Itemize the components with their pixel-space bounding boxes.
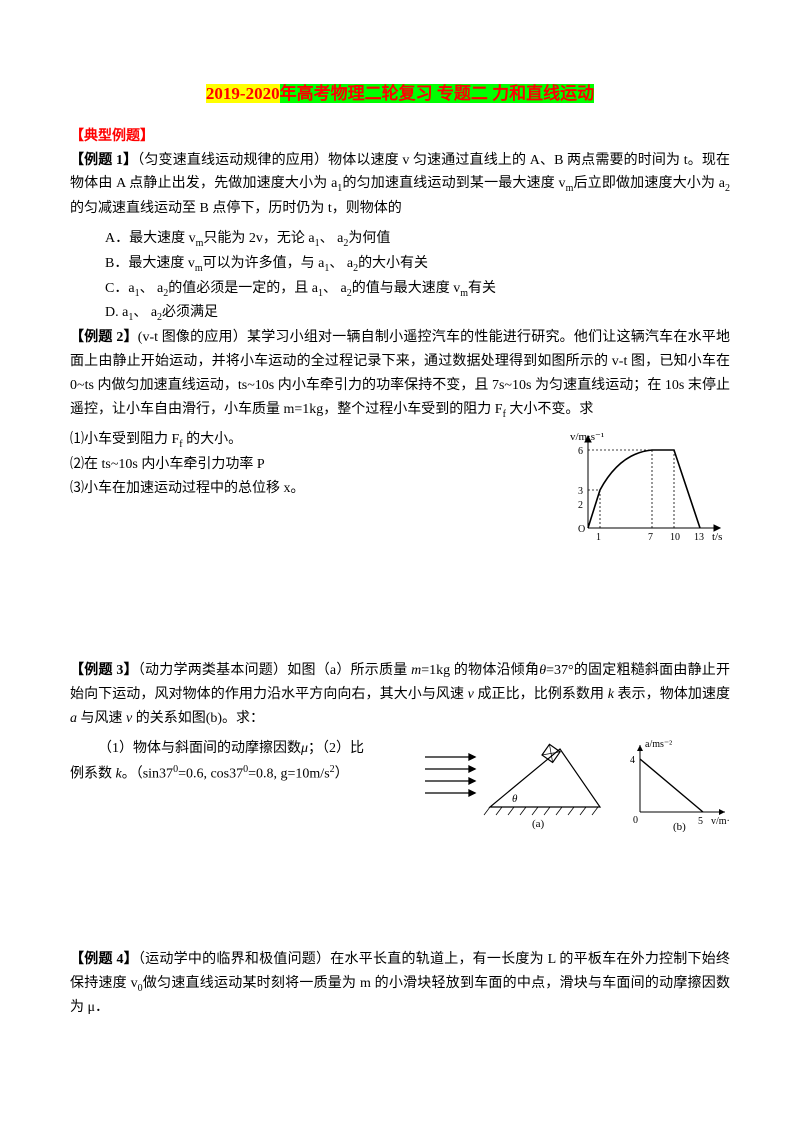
svg-text:10: 10 [670,532,680,543]
p3q2b: 。（sin37 [122,766,173,781]
svg-text:O: O [578,524,585,535]
p3t1d: 成正比，比例系数用 [474,687,608,702]
p1-t4: 的匀减速直线运动至 B 点停下，历时仍为 t，则物体的 [70,201,402,216]
p3t1e: 表示，物体加速度 [614,687,730,702]
svg-text:3: 3 [578,486,583,497]
optD-1: D. a [105,305,128,320]
svg-text:(b): (b) [673,821,686,832]
p1-t3: 后立即做加速度大小为 a [573,176,725,191]
optB-sub: m [195,263,203,274]
optB-2: 可以为许多值，与 a [203,256,325,271]
optA-2: 只能为 2v，无论 a [203,231,314,246]
optC-2: 、 a [140,281,164,296]
p3q2d: =0.8, g=10m/s [248,766,330,781]
p3m: m [411,663,421,678]
optD-2: 、 a [133,305,157,320]
optB-3: 、 a [329,256,353,271]
svg-text:θ: θ [512,793,518,805]
svg-text:6: 6 [578,446,583,457]
svg-text:5: 5 [698,816,703,827]
problem-4-label: 【例题 4】 [70,952,138,967]
optC-6: 有关 [468,281,496,296]
optC-sub5: m [460,287,468,298]
optB-1: B．最大速度 v [105,256,195,271]
p3t1f: 与风速 [77,711,126,726]
problem-3: 【例题 3】（动力学两类基本问题）如图（a）所示质量 m=1kg 的物体沿倾角θ… [70,659,730,730]
p3q2c: =0.6, cos37 [178,766,243,781]
svg-text:(a): (a) [532,818,545,830]
title-highlight-1: 2019-2020 [206,84,280,103]
svg-text:13: 13 [694,532,704,543]
vt-chart: v/m·s⁻¹ t/s O 6 3 2 1 7 10 13 [570,428,730,543]
p2q1b: 的大小。 [183,432,243,447]
optA-4: 为何值 [348,231,390,246]
option-c: C．a1、 a2的值必须是一定的，且 a1、 a2的值与最大速度 vm有关 [105,277,730,302]
optC-4: 、 a [323,281,347,296]
optC-1: C．a [105,281,135,296]
page-title: 2019-2020年高考物理二轮复习 专题二 力和直线运动 [70,80,730,109]
svg-text:7: 7 [648,532,653,543]
problem-2-label: 【例题 2】 [70,330,138,345]
svg-text:2: 2 [578,500,583,511]
option-b: B．最大速度 vm可以为许多值，与 a1、 a2的大小有关 [105,252,730,277]
optC-3: 的值必须是一定的，且 a [168,281,318,296]
problem-3-figures: θ (a) a/ms⁻² 4 5 v/m· 0 (b) [420,737,730,832]
p2-text2: 大小不变。求 [506,402,594,417]
p4t2: 做匀速直线运动某时刻将一质量为 m 的小滑块轻放到车面的中点，滑块与车面间的动摩… [70,976,730,1016]
svg-text:1: 1 [596,532,601,543]
p1-sub2: 2 [725,183,730,194]
svg-text:0: 0 [633,815,638,826]
svg-text:a/ms⁻²: a/ms⁻² [645,739,672,750]
problem-3-label: 【例题 3】 [70,663,138,678]
optB-4: 的大小有关 [358,256,428,271]
problem-1-options: A．最大速度 vm只能为 2v，无论 a1、 a2为何值 B．最大速度 vm可以… [70,227,730,326]
p3t1g: 的关系如图(b)。求： [132,711,264,726]
problem-2-topic: (v-t 图像的应用） [138,330,247,345]
problem-4: 【例题 4】（运动学中的临界和极值问题）在水平长直的轨道上，有一长度为 L 的平… [70,948,730,1020]
option-d: D. a1、 a2必须满足 [105,301,730,326]
problem-1-label: 【例题 1】 [70,153,137,168]
problem-3-topic: （动力学两类基本问题） [138,663,287,678]
p3a: a [70,711,77,726]
problem-1-topic: （匀变速直线运动规律的应用） [137,153,328,168]
p3t1b: =1kg 的物体沿倾角 [421,663,539,678]
p3t1: 如图（a）所示质量 [287,663,411,678]
svg-text:v/m·s⁻¹: v/m·s⁻¹ [570,431,604,443]
p3q1b: ；（2）比 [308,741,364,756]
p3q2a: 例系数 [70,766,116,781]
optD-3: 必须满足 [162,305,218,320]
optA-1: A．最大速度 v [105,231,196,246]
p1-t2: 的匀加速直线运动到某一最大速度 v [342,176,565,191]
svg-text:v/m·: v/m· [711,816,730,827]
p3mu: μ [301,741,308,756]
svg-text:4: 4 [630,755,635,766]
p3q1a: （1）物体与斜面间的动摩擦因数 [98,741,301,756]
option-a: A．最大速度 vm只能为 2v，无论 a1、 a2为何值 [105,227,730,252]
problem-2: 【例题 2】(v-t 图像的应用）某学习小组对一辆自制小遥控汽车的性能进行研究。… [70,326,730,422]
p3q2e: ） [335,766,349,781]
p2q1a: ⑴小车受到阻力 F [70,432,179,447]
title-highlight-2: 年高考物理二轮复习 专题二 力和直线运动 [280,84,595,103]
problem-1: 【例题 1】（匀变速直线运动规律的应用）物体以速度 v 匀速通过直线上的 A、B… [70,149,730,221]
svg-text:t/s: t/s [712,531,722,543]
optC-5: 的值与最大速度 v [352,281,461,296]
section-header: 【典型例题】 [70,125,730,149]
optA-3: 、 a [320,231,344,246]
problem-4-topic: （运动学中的临界和极值问题） [138,952,330,967]
